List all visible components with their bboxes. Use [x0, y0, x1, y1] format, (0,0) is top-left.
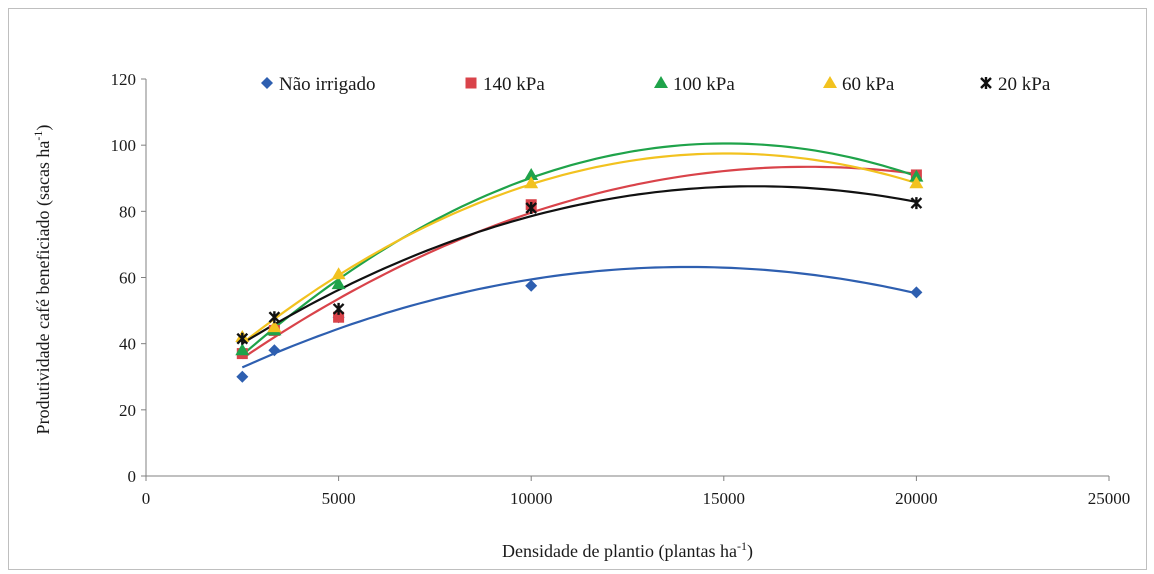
y-tick-label: 40 — [119, 335, 136, 354]
data-point-series-3 — [331, 267, 346, 280]
data-point-series-0 — [525, 279, 538, 292]
yield-vs-density-chart: 0 20 40 60 80 100 120 0 5000 10000 15000 20000 25000… — [31, 70, 1131, 562]
x-tick-label: 15000 — [703, 489, 746, 508]
trendline-series-1 — [241, 165, 917, 360]
x-tick-label: 0 — [142, 489, 151, 508]
data-point-series-3 — [267, 320, 282, 333]
trendline-series-2 — [241, 142, 917, 356]
legend-label-4: 20 kPa — [998, 74, 1051, 95]
trendline-series-0 — [241, 265, 917, 369]
legend-marker-3 — [823, 76, 837, 88]
y-tick-label: 0 — [128, 467, 137, 486]
x-tick-label: 20000 — [895, 489, 938, 508]
x-tick-label: 5000 — [322, 489, 356, 508]
data-point-series-3 — [524, 176, 539, 189]
data-point-series-3 — [909, 176, 924, 189]
data-point-series-4 — [268, 311, 281, 324]
trendline-series-4 — [241, 185, 917, 345]
legend-label-1: 140 kPa — [483, 74, 545, 95]
y-tick-label: 60 — [119, 269, 136, 288]
data-point-series-0 — [236, 370, 249, 383]
legend-marker-0 — [261, 77, 273, 89]
data-point-series-2 — [909, 169, 924, 182]
legend-marker-2 — [654, 76, 668, 88]
data-point-series-2 — [235, 343, 250, 356]
legend-label-2: 100 kPa — [673, 74, 735, 95]
data-point-series-4 — [525, 202, 538, 215]
y-axis-title: Produtividade café beneficiado (sacas ha… — [31, 125, 54, 435]
chart-frame: 0 20 40 60 80 100 120 0 5000 10000 15000 20000 25000… — [8, 8, 1147, 570]
data-point-series-2 — [331, 277, 346, 290]
legend-label-3: 60 kPa — [842, 74, 895, 95]
legend-marker-1 — [465, 77, 477, 89]
data-point-series-4 — [910, 197, 923, 210]
data-point-series-4 — [236, 332, 249, 345]
trendline-series-3 — [241, 152, 917, 345]
data-point-series-2 — [524, 167, 539, 180]
data-point-series-0 — [268, 344, 281, 357]
data-point-series-4 — [332, 302, 345, 315]
x-axis-title: Densidade de plantio (plantas ha-1) — [502, 539, 753, 562]
y-tick-label: 20 — [119, 401, 136, 420]
x-tick-label: 10000 — [510, 489, 553, 508]
legend-marker-4 — [980, 77, 992, 89]
data-point-series-0 — [910, 286, 923, 299]
legend-label-0: Não irrigado — [279, 74, 376, 95]
x-tick-label: 25000 — [1088, 489, 1131, 508]
y-tick-label: 120 — [111, 70, 137, 89]
y-tick-label: 80 — [119, 202, 136, 221]
data-point-series-1 — [333, 311, 345, 323]
y-tick-label: 100 — [111, 136, 137, 155]
